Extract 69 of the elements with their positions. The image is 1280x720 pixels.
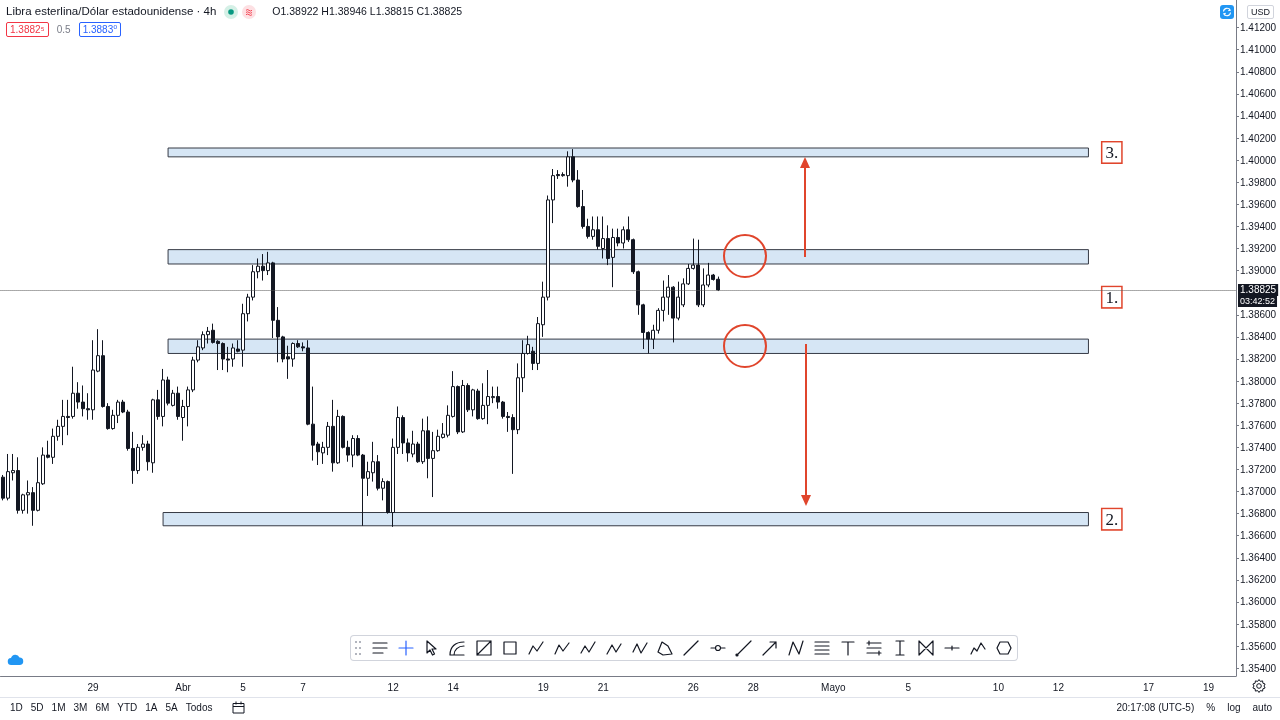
text: 1A (145, 702, 158, 713)
annotation: 1. (1105, 287, 1119, 307)
annotation: 1.3883⁰ (78, 22, 122, 37)
x-tick-label: 10 (992, 681, 1005, 693)
y-tick-label: 1.37600 (1240, 419, 1277, 431)
y-tick-label: 1.40200 (1240, 132, 1277, 144)
y-tick-label: 1.38200 (1240, 353, 1277, 365)
y-tick-label: 1.38400 (1240, 331, 1277, 343)
x-tick-label: 5 (905, 681, 912, 693)
y-tick-label: 1.35600 (1240, 640, 1277, 652)
y-tick-label: 1.36200 (1240, 574, 1277, 586)
x-tick-label: 21 (597, 681, 610, 693)
y-tick-label: 1.39000 (1240, 265, 1277, 277)
y-tick-label: 1.35400 (1240, 662, 1277, 674)
text: 5D (30, 702, 44, 713)
y-tick-label: 1.37200 (1240, 463, 1277, 475)
annotation: 0.5 (55, 23, 72, 36)
y-tick-label: 1.40600 (1240, 88, 1277, 100)
text: 1D (10, 702, 23, 713)
x-tick-label: 28 (747, 681, 760, 693)
chart-title: Libra esterlina/Dólar estadounidense · 4h (6, 4, 217, 19)
x-tick-label: 5 (240, 681, 247, 693)
x-tick-label: 7 (300, 681, 307, 693)
x-tick-label: 12 (1052, 681, 1065, 693)
y-tick-label: 1.39400 (1240, 220, 1277, 232)
y-tick-label: 1.37800 (1240, 397, 1277, 409)
x-tick-label: 26 (687, 681, 700, 693)
text: log (1227, 702, 1241, 713)
text: 3M (73, 702, 88, 713)
annotation: O1.38922 H1.38946 L1.38815 C1.38825 (272, 4, 463, 19)
x-tick-label: 29 (87, 681, 100, 693)
text: 20:17:08 (UTC-5) (1116, 702, 1195, 713)
y-tick-label: 1.36800 (1240, 508, 1277, 520)
y-tick-label: 1.37400 (1240, 441, 1277, 453)
y-tick-label: 1.40800 (1240, 66, 1277, 78)
y-axis-title: USD (1247, 5, 1275, 19)
x-tick-label: 17 (1142, 681, 1155, 693)
ref-line-label: 1.38825 (1240, 284, 1277, 296)
annotation: 1.3882⁵ (6, 22, 49, 37)
band-label: 2. (1105, 509, 1119, 529)
y-tick-label: 1.37000 (1240, 486, 1277, 498)
x-tick-label: 19 (1202, 681, 1215, 693)
y-tick-label: 1.40000 (1240, 154, 1277, 166)
y-tick-label: 1.35800 (1240, 618, 1277, 630)
y-tick-label: 1.36600 (1240, 530, 1277, 542)
text: 6M (95, 702, 110, 713)
y-tick-label: 1.38000 (1240, 375, 1277, 387)
text: Todos (185, 702, 213, 713)
x-tick-label: 19 (537, 681, 550, 693)
text: % (1206, 702, 1216, 713)
y-tick-label: 1.36000 (1240, 596, 1277, 608)
x-tick-label: Mayo (821, 681, 846, 693)
x-tick-label: Abr (175, 681, 192, 693)
y-tick-label: 1.39800 (1240, 176, 1277, 188)
y-tick-label: 1.41200 (1240, 22, 1277, 34)
y-tick-label: 1.41000 (1240, 44, 1277, 56)
text: 5A (165, 702, 178, 713)
x-tick-label: 12 (387, 681, 400, 693)
text: auto (1252, 702, 1272, 713)
text: 03:42:52 (1240, 296, 1276, 307)
y-tick-label: 1.39200 (1240, 243, 1277, 255)
y-tick-label: 1.39600 (1240, 198, 1277, 210)
y-tick-label: 1.38600 (1240, 309, 1277, 321)
text: YTD (117, 702, 138, 713)
x-tick-label: 14 (447, 681, 460, 693)
text: 1M (51, 702, 66, 713)
band-label: 3. (1105, 142, 1119, 162)
y-tick-label: 1.40400 (1240, 110, 1277, 122)
y-tick-label: 1.36400 (1240, 552, 1277, 564)
